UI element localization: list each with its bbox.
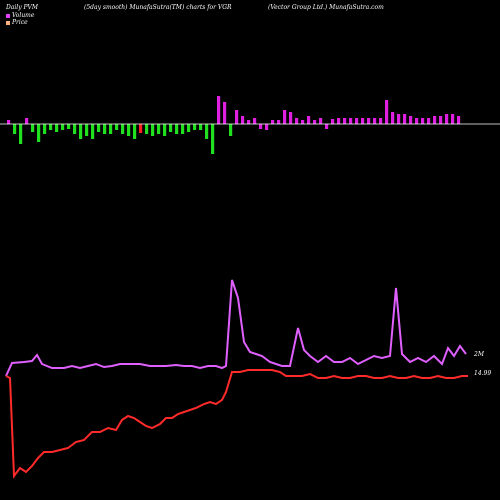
pvm-bar [31, 124, 35, 132]
pvm-bar [343, 118, 347, 124]
pvm-bar [295, 118, 299, 124]
pvm-bar [97, 124, 101, 132]
pvm-bar [91, 124, 95, 139]
pvm-bar [211, 124, 215, 154]
pvm-bar [169, 124, 173, 132]
pvm-bar [7, 120, 11, 124]
pvm-bar [133, 124, 137, 139]
pvm-bar [451, 114, 455, 124]
volume-end-label: 2M [473, 351, 485, 358]
price-end-label: 14.99 [474, 370, 491, 377]
pvm-bar [235, 110, 239, 124]
pvm-bar [193, 124, 197, 130]
pvm-bar [409, 116, 413, 124]
pvm-bar [85, 124, 89, 136]
pvm-bar [271, 120, 275, 124]
pvm-bar [313, 120, 317, 124]
pvm-bar [301, 120, 305, 124]
legend-price-label: Price [12, 19, 28, 26]
pvm-bar [391, 112, 395, 124]
pvm-bar [241, 116, 245, 124]
pvm-bar [157, 124, 161, 134]
pvm-bar [175, 124, 179, 134]
pvm-bar [25, 118, 29, 124]
legend-price: Price [6, 19, 28, 26]
pvm-bar [19, 124, 23, 144]
pvm-bar [229, 124, 233, 136]
pvm-bar [373, 118, 377, 124]
pvm-bar [205, 124, 209, 139]
pvm-bar [109, 124, 113, 134]
pvm-bar [349, 118, 353, 124]
pvm-bar [415, 118, 419, 124]
pvm-bar [199, 124, 203, 130]
volume-line [5, 279, 467, 377]
pvm-bar [73, 124, 77, 134]
legend-volume: Volume [6, 12, 34, 19]
pvm-bar [259, 124, 263, 129]
pvm-bar [355, 118, 359, 124]
pvm-bar [277, 120, 281, 124]
pvm-bar [55, 124, 59, 132]
legend-price-swatch [6, 20, 10, 25]
pvm-bar [139, 124, 143, 133]
pvm-bar [103, 124, 107, 134]
pvm-bar [43, 124, 47, 134]
price-line [5, 369, 468, 479]
pvm-bar [181, 124, 185, 134]
pvm-bar [397, 114, 401, 124]
pvm-bar [385, 100, 389, 124]
pvm-bar [445, 114, 449, 124]
pvm-bar [49, 124, 53, 130]
pvm-bar [151, 124, 155, 136]
pvm-bar [145, 124, 149, 134]
pvm-bar [247, 120, 251, 124]
pvm-bar [253, 118, 257, 124]
pvm-bar [115, 124, 119, 130]
pvm-bar [223, 102, 227, 124]
pvm-bar [37, 124, 41, 142]
pvm-bar [307, 116, 311, 124]
pvm-bar [379, 118, 383, 124]
pvm-bar [331, 119, 335, 124]
pvm-bar [319, 118, 323, 124]
pvm-bar [67, 124, 71, 129]
pvm-bar [361, 118, 365, 124]
header-left: Daily PVM [6, 4, 39, 11]
pvm-bar [289, 112, 293, 124]
pvm-bar [127, 124, 131, 136]
pvm-bar [187, 124, 191, 132]
pvm-bar [163, 124, 167, 136]
pvm-bar [79, 124, 83, 139]
pvm-bar [457, 116, 461, 124]
pvm-bar [325, 124, 329, 129]
header-middle: (5day smooth) MunafaSutra(TM) charts for… [84, 4, 232, 11]
pvm-bar [439, 116, 443, 124]
pvm-bar [427, 118, 431, 124]
pvm-bar [61, 124, 65, 130]
legend-volume-swatch [6, 13, 10, 18]
pvm-bar [13, 124, 17, 134]
pvm-bar [265, 124, 269, 130]
pvm-bar [283, 110, 287, 124]
header-right: (Vector Group Ltd.) MunafaSutra.com [268, 4, 384, 11]
pvm-bar [421, 118, 425, 124]
pvm-bar [433, 116, 437, 124]
pvm-bar [403, 114, 407, 124]
pvm-bar [337, 118, 341, 124]
pvm-bar [121, 124, 125, 134]
pvm-bars [7, 96, 461, 154]
pvm-bar [367, 118, 371, 124]
legend-volume-label: Volume [12, 12, 35, 19]
pvm-bar [217, 96, 221, 124]
